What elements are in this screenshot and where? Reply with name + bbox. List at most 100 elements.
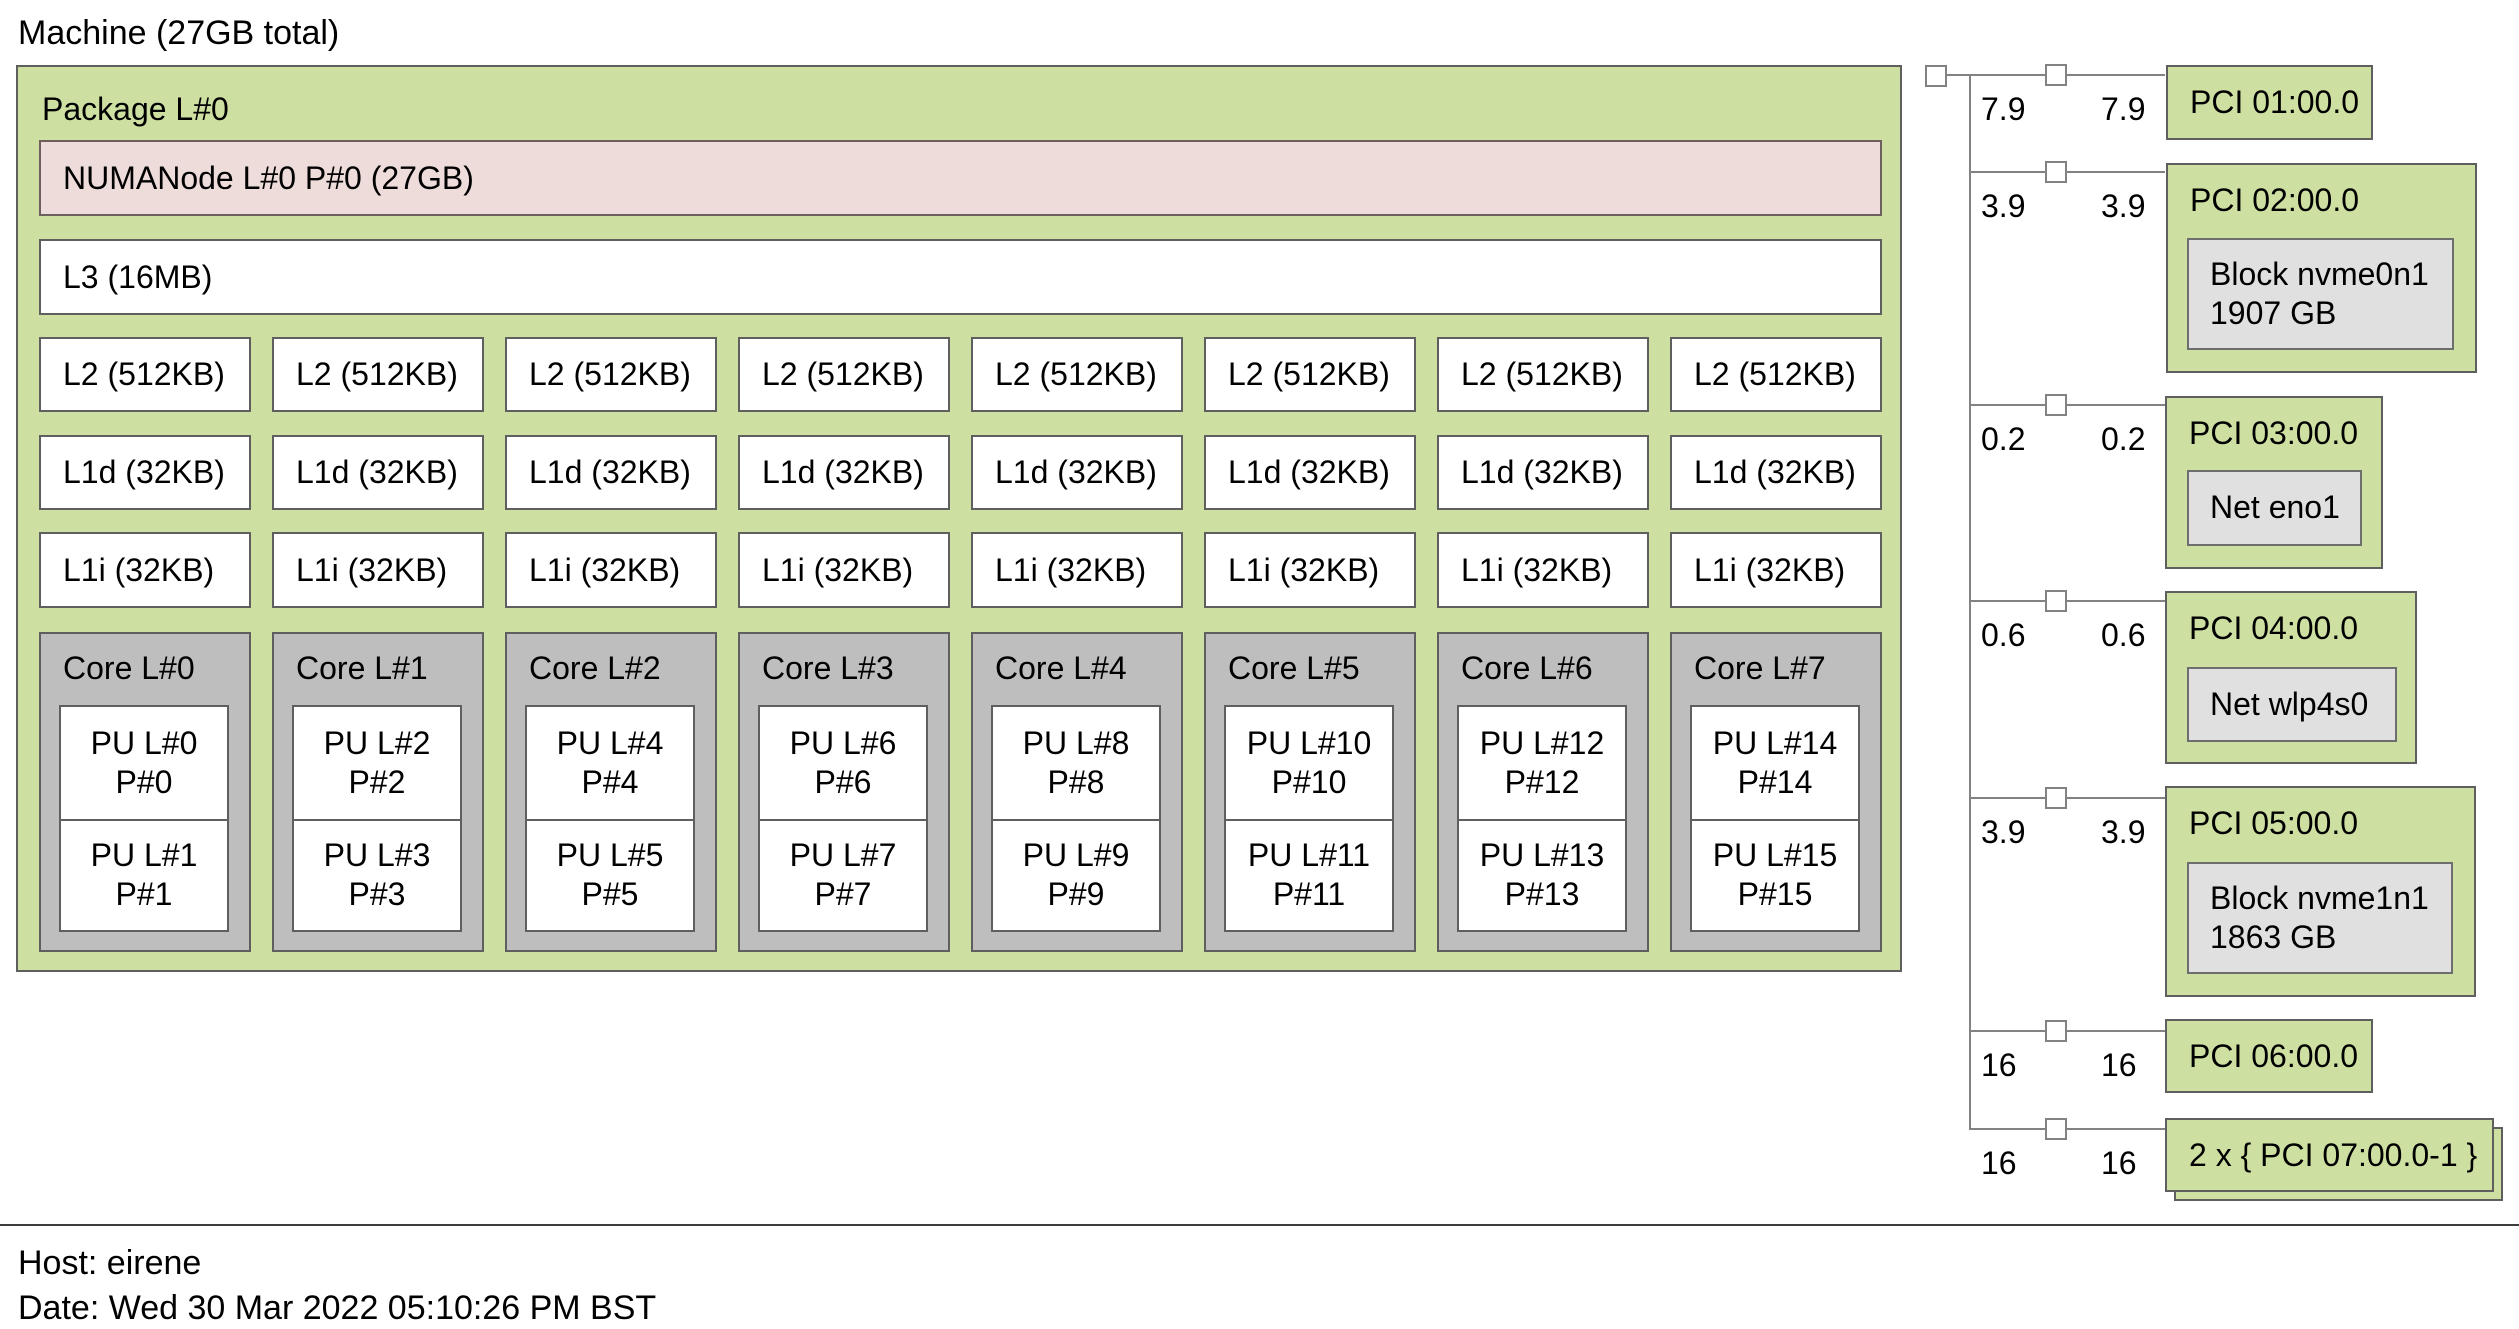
l1d-cache-label: L1d (32KB) <box>63 454 225 491</box>
core-label: Core L#0 <box>63 650 195 687</box>
cpu-column-6: L2 (512KB) L1d (32KB) L1i (32KB) Core L#… <box>1437 337 1649 952</box>
block-device-size: 1863 GB <box>2210 919 2337 955</box>
pci-bridge-square <box>2045 161 2067 183</box>
link-speed-right: 3.9 <box>2101 814 2146 850</box>
pu-box: PU L#8 P#8 <box>993 707 1159 819</box>
pu-stack: PU L#12 P#12 PU L#13 P#13 <box>1457 705 1627 932</box>
pci-link-line <box>1970 797 2165 799</box>
net-device-name: Net wlp4s0 <box>2210 685 2369 722</box>
l2-cache-label: L2 (512KB) <box>1228 356 1390 393</box>
l2-cache-box: L2 (512KB) <box>971 337 1183 412</box>
l1i-cache-box: L1i (32KB) <box>39 532 251 608</box>
pu-physical-label: P#2 <box>348 763 406 800</box>
pu-box: PU L#12 P#12 <box>1459 707 1625 819</box>
pci-bridge-square <box>2045 1020 2067 1042</box>
pu-stack: PU L#4 P#4 PU L#5 P#5 <box>525 705 695 932</box>
core-box: Core L#0 PU L#0 P#0 PU L#1 P#1 <box>39 632 251 952</box>
link-speed-right: 7.9 <box>2101 91 2146 127</box>
pci-link-line <box>1970 171 2165 173</box>
l2-cache-label: L2 (512KB) <box>63 356 225 393</box>
pci-device-box-07: 2 x { PCI 07:00.0-1 } <box>2165 1118 2494 1192</box>
pci-device-box-05: PCI 05:00.0 Block nvme1n1 1863 GB <box>2165 786 2476 997</box>
pci-link-line <box>1970 404 2165 406</box>
pci-device-label: PCI 04:00.0 <box>2189 610 2358 647</box>
net-device-box: Net wlp4s0 <box>2187 667 2397 742</box>
l1d-cache-label: L1d (32KB) <box>1228 454 1390 491</box>
pu-logical-label: PU L#15 <box>1712 837 1838 874</box>
pci-device-label: PCI 05:00.0 <box>2189 805 2358 842</box>
pu-logical-label: PU L#14 <box>1712 724 1838 761</box>
pu-logical-label: PU L#0 <box>90 724 198 761</box>
core-box: Core L#5 PU L#10 P#10 PU L#11 P#11 <box>1204 632 1416 952</box>
core-label: Core L#2 <box>529 650 661 687</box>
link-speed-left: 3.9 <box>1981 188 2026 224</box>
l2-cache-label: L2 (512KB) <box>529 356 691 393</box>
pci-link-line <box>1970 600 2165 602</box>
l1d-cache-box: L1d (32KB) <box>505 435 717 510</box>
machine-label: Machine (27GB total) <box>18 14 340 52</box>
pu-stack: PU L#2 P#2 PU L#3 P#3 <box>292 705 462 932</box>
l2-cache-box: L2 (512KB) <box>1437 337 1649 412</box>
package-label: Package L#0 <box>42 91 229 127</box>
cpu-column-1: L2 (512KB) L1d (32KB) L1i (32KB) Core L#… <box>272 337 484 952</box>
core-label: Core L#6 <box>1461 650 1593 687</box>
pu-box: PU L#1 P#1 <box>61 818 227 931</box>
pu-logical-label: PU L#8 <box>1022 724 1130 761</box>
pci-device-label: PCI 03:00.0 <box>2189 415 2358 452</box>
pu-box: PU L#3 P#3 <box>294 818 460 931</box>
numa-node-box: NUMANode L#0 P#0 (27GB) <box>39 140 1882 216</box>
l2-cache-box: L2 (512KB) <box>738 337 950 412</box>
pu-stack: PU L#8 P#8 PU L#9 P#9 <box>991 705 1161 932</box>
pu-stack: PU L#6 P#6 PU L#7 P#7 <box>758 705 928 932</box>
core-box: Core L#2 PU L#4 P#4 PU L#5 P#5 <box>505 632 717 952</box>
l1i-cache-box: L1i (32KB) <box>1437 532 1649 608</box>
pu-physical-label: P#1 <box>115 876 173 913</box>
link-speed-left: 16 <box>1981 1047 2017 1083</box>
pu-logical-label: PU L#5 <box>556 837 664 874</box>
host-bridge-square <box>1925 65 1947 87</box>
l2-cache-box: L2 (512KB) <box>39 337 251 412</box>
block-device-name: Block nvme1n1 <box>2210 879 2429 916</box>
cpu-column-2: L2 (512KB) L1d (32KB) L1i (32KB) Core L#… <box>505 337 717 952</box>
footer-date: Date: Wed 30 Mar 2022 05:10:26 PM BST <box>18 1288 657 1327</box>
link-speed-right: 16 <box>2101 1145 2137 1181</box>
block-device-box: Block nvme0n1 1907 GB <box>2187 238 2454 350</box>
pu-box: PU L#2 P#2 <box>294 707 460 819</box>
pu-physical-label: P#3 <box>348 876 406 913</box>
block-device-name: Block nvme0n1 <box>2210 255 2429 292</box>
pu-logical-label: PU L#12 <box>1479 724 1605 761</box>
pu-logical-label: PU L#6 <box>789 724 897 761</box>
pu-physical-label: P#13 <box>1504 876 1580 913</box>
pci-trunk-line <box>1969 75 1971 1130</box>
pu-box: PU L#14 P#14 <box>1692 707 1858 819</box>
l1d-cache-box: L1d (32KB) <box>1204 435 1416 510</box>
package-box: Package L#0 NUMANode L#0 P#0 (27GB) L3 (… <box>16 65 1902 972</box>
pu-box: PU L#6 P#6 <box>760 707 926 819</box>
l2-cache-label: L2 (512KB) <box>762 356 924 393</box>
pci-device-label: 2 x { PCI 07:00.0-1 } <box>2189 1137 2478 1174</box>
pu-box: PU L#7 P#7 <box>760 818 926 931</box>
l1d-cache-label: L1d (32KB) <box>762 454 924 491</box>
pu-physical-label: P#14 <box>1737 763 1813 800</box>
l1d-cache-label: L1d (32KB) <box>995 454 1157 491</box>
pci-device-box-04: PCI 04:00.0 Net wlp4s0 <box>2165 591 2417 764</box>
pci-device-box-03: PCI 03:00.0 Net eno1 <box>2165 396 2383 569</box>
pu-logical-label: PU L#13 <box>1479 837 1605 874</box>
l2-cache-label: L2 (512KB) <box>1461 356 1623 393</box>
core-label: Core L#4 <box>995 650 1127 687</box>
pu-box: PU L#5 P#5 <box>527 818 693 931</box>
pu-physical-label: P#6 <box>814 763 872 800</box>
pci-device-label: PCI 01:00.0 <box>2190 84 2359 121</box>
pu-box: PU L#10 P#10 <box>1226 707 1392 819</box>
link-speed-right: 3.9 <box>2101 188 2146 224</box>
pci-link-line <box>1970 1128 2165 1130</box>
numa-node-label: NUMANode L#0 P#0 (27GB) <box>63 159 474 196</box>
net-device-box: Net eno1 <box>2187 470 2362 546</box>
pu-physical-label: P#11 <box>1272 876 1346 913</box>
pu-stack: PU L#14 P#14 PU L#15 P#15 <box>1690 705 1860 932</box>
pu-physical-label: P#10 <box>1271 763 1347 800</box>
pu-logical-label: PU L#9 <box>1022 837 1130 874</box>
core-label: Core L#1 <box>296 650 428 687</box>
pu-physical-label: P#4 <box>581 763 639 800</box>
